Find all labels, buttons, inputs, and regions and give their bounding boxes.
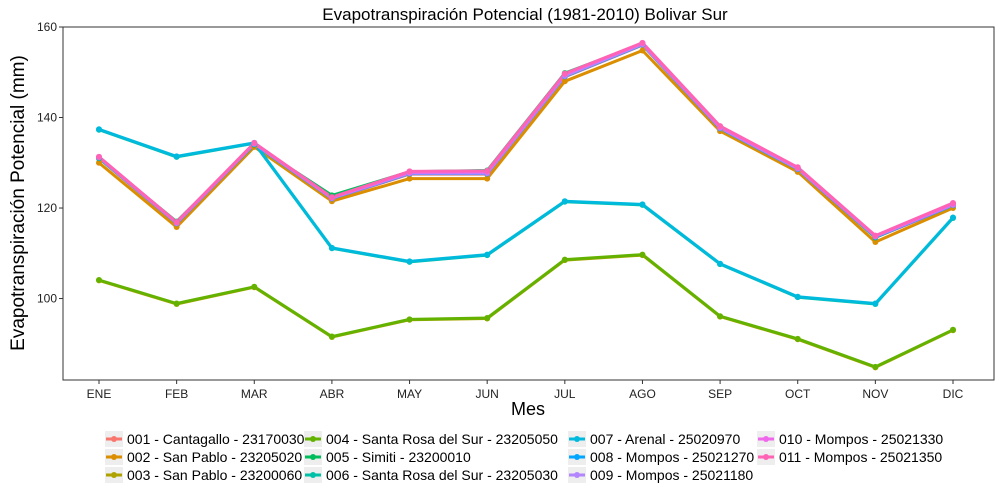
x-tick-label: ENE — [87, 387, 112, 401]
legend-label: 011 - Mompos - 25021350 — [779, 449, 942, 465]
x-tick-label: NOV — [862, 387, 888, 401]
plot-panel — [62, 26, 995, 381]
x-tick-label: DIC — [943, 387, 964, 401]
y-axis: 100 120 140 160 — [37, 20, 63, 306]
data-point — [406, 175, 413, 182]
x-axis-title: Mes — [511, 399, 545, 419]
x-tick-label: JUL — [554, 387, 576, 401]
series-line-011 — [97, 41, 955, 238]
data-point — [173, 153, 180, 160]
x-axis: ENE FEB MAR ABR MAY JUN JUL AGO SEP OCT NOV DIC — [87, 380, 964, 401]
data-point — [717, 313, 724, 320]
legend-key-point — [574, 472, 580, 478]
data-point — [872, 363, 879, 370]
x-tick-label: MAR — [241, 387, 268, 401]
data-point — [406, 258, 413, 265]
legend-key-point — [763, 454, 769, 460]
data-point — [173, 300, 180, 307]
legend-key-point — [111, 436, 117, 442]
series-line-007 — [97, 127, 955, 305]
data-point — [484, 167, 491, 174]
data-point — [950, 214, 956, 221]
legend-key-point — [310, 472, 316, 478]
data-point — [639, 47, 646, 54]
legend-key-point — [574, 454, 580, 460]
series-line-002 — [97, 49, 955, 244]
legend-label: 007 - Arenal - 25020970 — [590, 431, 740, 447]
data-point — [251, 139, 258, 146]
data-point — [561, 78, 568, 85]
data-point — [717, 260, 724, 267]
data-point — [794, 293, 801, 300]
data-point — [251, 283, 258, 290]
data-point — [794, 164, 801, 171]
data-point — [872, 238, 879, 245]
legend-label: 008 - Mompos - 25021270 — [590, 449, 754, 465]
legend-label: 009 - Mompos - 25021180 — [590, 467, 753, 483]
data-point — [639, 201, 646, 208]
legend-label: 001 - Cantagallo - 23170030 — [127, 431, 305, 447]
legend-key-point — [111, 472, 117, 478]
data-point — [561, 256, 568, 263]
series-lines — [97, 41, 955, 369]
data-point — [96, 276, 102, 283]
data-point — [406, 316, 413, 323]
data-point — [717, 123, 724, 130]
data-point — [328, 194, 335, 201]
legend-key-point — [111, 454, 117, 460]
data-point — [950, 326, 956, 333]
y-tick-label: 140 — [37, 111, 57, 125]
legend-label: 005 - Simiti - 23200010 — [326, 449, 471, 465]
data-point — [484, 251, 491, 258]
data-point — [328, 244, 335, 251]
data-point — [872, 300, 879, 307]
data-point — [794, 335, 801, 342]
legend-key-point — [310, 436, 316, 442]
series-line-004 — [97, 253, 955, 369]
x-tick-label: MAY — [397, 387, 422, 401]
x-tick-label: JUN — [476, 387, 499, 401]
legend-label: 010 - Mompos - 25021330 — [779, 431, 943, 447]
data-point — [872, 232, 879, 239]
x-tick-label: SEP — [708, 387, 732, 401]
data-point — [328, 333, 335, 340]
y-tick-label: 120 — [37, 201, 57, 215]
data-point — [173, 219, 180, 226]
legend-key-point — [763, 436, 769, 442]
chart-title: Evapotranspiración Potencial (1981-2010)… — [322, 5, 728, 24]
y-tick-label: 160 — [37, 20, 57, 34]
data-point — [561, 70, 568, 77]
x-tick-label: FEB — [165, 387, 188, 401]
data-point — [406, 168, 413, 175]
legend-label: 003 - San Pablo - 23200060 — [127, 467, 302, 483]
legend: 001 - Cantagallo - 23170030 002 - San Pab… — [105, 431, 943, 483]
legend-label: 004 - Santa Rosa del Sur - 23205050 — [326, 431, 558, 447]
data-point — [561, 198, 568, 205]
data-point — [484, 314, 491, 321]
legend-label: 006 - Santa Rosa del Sur - 23205030 — [326, 467, 558, 483]
y-axis-title: Evapotranspiración Potencial (mm) — [8, 55, 29, 351]
legend-label: 002 - San Pablo - 23205020 — [127, 449, 302, 465]
data-point — [639, 251, 646, 258]
data-point — [96, 126, 102, 133]
x-tick-label: OCT — [785, 387, 811, 401]
data-point — [950, 200, 956, 207]
legend-key-point — [574, 436, 580, 442]
x-tick-label: ABR — [320, 387, 345, 401]
series-points — [96, 39, 956, 371]
data-point — [96, 159, 102, 166]
data-point — [639, 39, 646, 46]
data-point — [96, 153, 102, 160]
legend-key-point — [310, 454, 316, 460]
y-tick-label: 100 — [37, 292, 57, 306]
data-point — [484, 175, 491, 182]
x-tick-label: AGO — [629, 387, 656, 401]
